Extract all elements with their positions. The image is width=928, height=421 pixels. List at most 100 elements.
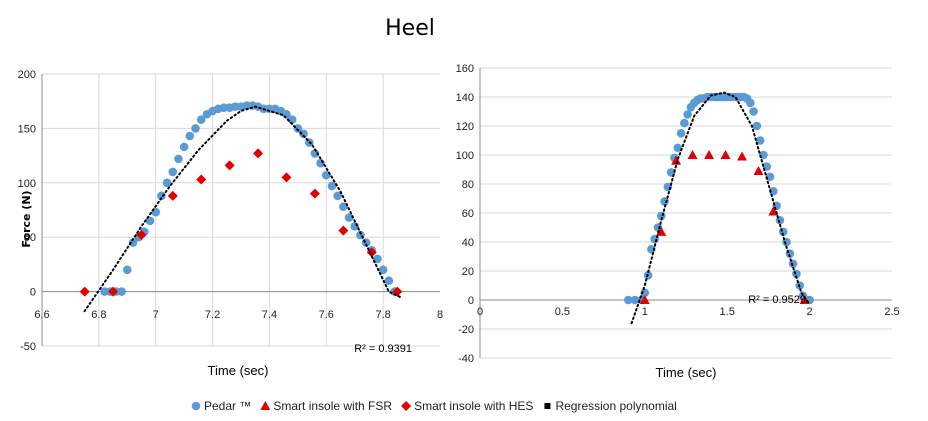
x-tick-label: 2	[807, 306, 813, 318]
legend-marker	[260, 401, 271, 410]
data-point	[253, 148, 264, 159]
data-point	[769, 186, 778, 196]
y-tick-label: 0	[30, 287, 36, 299]
data-point	[752, 121, 762, 131]
legend-marker	[401, 401, 412, 411]
y-tick-label: 140	[456, 92, 474, 104]
data-point	[671, 155, 682, 165]
y-tick-label: -20	[458, 324, 474, 336]
data-point	[287, 115, 297, 124]
data-point	[378, 265, 388, 275]
data-point	[174, 154, 183, 164]
legend-label: Pedar ™	[204, 399, 251, 413]
data-point	[720, 150, 731, 159]
legend: Pedar ™ Smart insole with FSR Smart insole…	[191, 399, 677, 413]
data-point	[196, 174, 207, 185]
data-point	[753, 165, 764, 175]
data-point	[310, 149, 320, 158]
y-tick-label: 20	[462, 266, 474, 278]
legend-label: Regression polynomial	[555, 399, 676, 413]
data-point	[281, 172, 292, 183]
y-tick-label: -40	[458, 353, 474, 365]
data-point	[683, 110, 692, 119]
y-tick-label: 60	[462, 208, 474, 220]
left-series	[79, 101, 403, 313]
data-point	[136, 230, 147, 241]
series-triangle	[639, 150, 810, 304]
data-point	[656, 226, 667, 236]
y-tick-label: 40	[462, 237, 474, 249]
data-point	[179, 142, 189, 152]
data-point	[687, 150, 698, 159]
data-point	[196, 115, 206, 124]
series-diamond	[79, 148, 403, 297]
data-point	[185, 131, 195, 141]
x-tick-label: 1.5	[720, 306, 735, 318]
data-point	[309, 188, 320, 199]
regression-curve	[630, 91, 811, 325]
data-point	[168, 167, 178, 177]
data-point	[745, 98, 755, 108]
data-point	[673, 143, 683, 153]
legend-marker	[191, 401, 201, 411]
data-point	[749, 107, 758, 116]
data-point	[660, 197, 669, 206]
x-tick-label: 7.6	[319, 309, 334, 321]
y-tick-label: 80	[462, 179, 474, 191]
x-tick-label: 0.5	[555, 306, 570, 318]
x-tick-label: 1	[642, 306, 648, 318]
data-point	[333, 191, 342, 201]
data-point	[737, 151, 748, 161]
right-series	[624, 91, 814, 325]
right-r-squared: R² = 0.9529	[748, 294, 806, 306]
right-gridlines	[480, 67, 892, 359]
data-point	[339, 202, 348, 212]
y-tick-label: 50	[24, 232, 36, 244]
legend-marker	[544, 403, 551, 409]
x-tick-label: 2.5	[884, 306, 899, 318]
data-point	[191, 124, 200, 133]
data-point	[765, 172, 775, 182]
data-point	[624, 295, 633, 305]
left-x-axis-label: Time (sec)	[208, 363, 269, 378]
series-circle	[624, 92, 814, 305]
data-point	[162, 178, 172, 188]
left-tick-labels: -50 0 50 100 150 200 6.6 6.8 7 7.2 7.4 7.6 7.8 8	[18, 69, 443, 353]
x-tick-label: 8	[437, 309, 443, 321]
y-tick-label: 200	[18, 69, 36, 81]
chart-title: Heel	[385, 16, 435, 41]
data-point	[640, 288, 650, 298]
left-y-axis-label: Force (N)	[20, 190, 33, 247]
y-tick-label: 0	[468, 295, 474, 307]
data-point	[327, 181, 337, 191]
x-tick-label: 6.6	[34, 309, 49, 321]
data-point	[680, 118, 689, 128]
data-point	[344, 213, 354, 222]
left-axes	[41, 74, 440, 346]
right-x-axis-label: Time (sec)	[656, 365, 717, 380]
x-tick-label: 7.2	[205, 309, 220, 321]
legend-label: Smart insole with HES	[414, 399, 533, 413]
data-point	[338, 225, 349, 236]
series-circle	[100, 101, 399, 296]
y-tick-label: -50	[20, 341, 36, 353]
data-point	[704, 150, 715, 159]
y-tick-label: 100	[456, 150, 474, 162]
y-tick-label: 160	[456, 63, 474, 75]
legend-label: Smart insole with FSR	[273, 399, 392, 413]
regression-curve	[83, 105, 402, 313]
x-tick-label: 6.8	[91, 309, 106, 321]
y-tick-label: 120	[456, 121, 474, 133]
data-point	[373, 254, 382, 264]
left-chart: -50 0 50 100 150 200 6.6 6.8 7 7.2 7.4 7.6 7.8 8 Forc…	[18, 69, 443, 378]
left-gridlines	[42, 73, 440, 347]
data-point	[299, 129, 308, 139]
x-tick-label: 7	[153, 309, 159, 321]
data-point	[293, 124, 303, 133]
data-point	[755, 136, 765, 145]
x-tick-label: 7.8	[375, 309, 390, 321]
data-point	[639, 295, 650, 304]
